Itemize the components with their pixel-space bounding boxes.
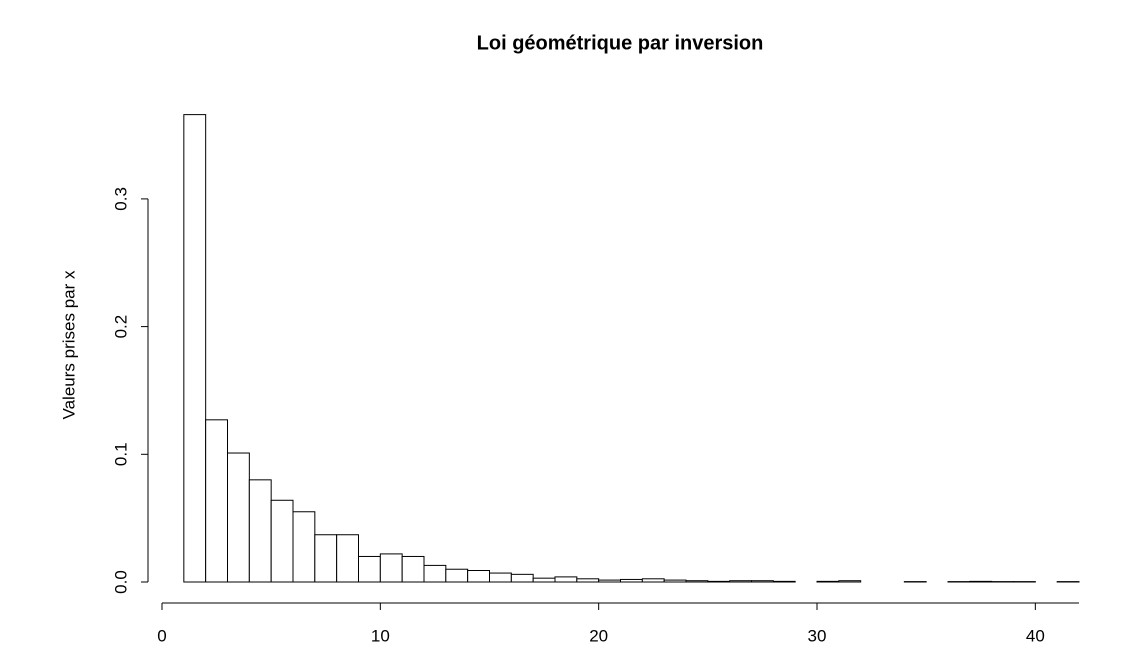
bar [729,580,753,583]
x-tick-label: 20 [589,626,608,645]
y-tick-label: 0.3 [111,187,130,211]
bar [423,564,447,583]
bar [816,580,840,583]
bar [227,452,250,583]
bar [969,580,993,583]
bar [772,580,796,583]
y-axis-label: Valeurs prises par x [59,270,78,419]
bar [598,579,622,583]
chart-title: Loi géométrique par inversion [477,32,764,54]
bar [401,555,425,583]
bar [707,580,731,583]
bar [358,555,381,583]
y-tick-label: 0.0 [111,570,130,594]
bar [336,534,359,583]
bar [838,580,862,583]
bar [314,534,338,583]
bar [532,577,556,583]
x-tick-label: 40 [1026,626,1045,645]
bar [379,553,403,583]
bar [510,573,534,583]
bar [467,570,490,583]
x-tick-label: 30 [808,626,827,645]
bar [685,580,709,583]
bar [663,579,687,583]
x-tick-label: 10 [371,626,390,645]
bar [183,114,207,583]
bar [620,578,643,583]
bar [248,479,272,583]
bar [641,578,665,583]
x-tick-label: 0 [157,626,166,645]
y-tick-label: 0.2 [111,315,130,339]
bar [445,568,469,583]
y-tick-label: 0.1 [111,442,130,466]
bar [489,572,512,583]
bar [751,580,774,583]
bar [205,419,229,583]
bar [270,499,294,583]
bar [554,576,578,583]
bar [576,578,600,583]
bar [292,511,316,583]
